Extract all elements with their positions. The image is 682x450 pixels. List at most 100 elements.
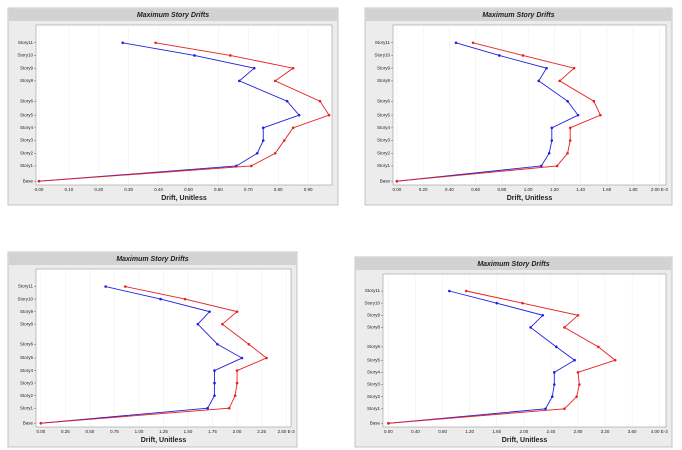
x-tick-label: 0.60: [471, 187, 480, 192]
drift-point: [568, 126, 572, 130]
drift-point: [498, 54, 501, 57]
title-bar: [9, 9, 337, 21]
drift-point: [252, 66, 256, 70]
drift-point: [282, 139, 286, 142]
x-tick-label: 0.00: [384, 429, 393, 434]
drift-point: [249, 164, 253, 168]
drift-point: [229, 54, 232, 57]
x-tick-label: 0.00: [35, 187, 44, 192]
y-tick-label: Story1: [377, 163, 391, 168]
drift-point: [454, 41, 458, 45]
y-tick-label: Story9: [367, 312, 381, 317]
drift-point: [563, 326, 566, 329]
x-tick-label: 0.25: [61, 429, 70, 434]
drift-point: [273, 151, 277, 155]
drift-point: [261, 126, 265, 130]
drift-point: [573, 358, 576, 362]
drift-point: [235, 381, 239, 385]
x-tick-label: 1.60: [492, 429, 501, 434]
drift-point: [592, 99, 596, 103]
y-tick-label: Story10: [364, 300, 380, 305]
drift-point: [529, 326, 532, 329]
drift-point: [247, 342, 251, 346]
drift-point: [464, 289, 468, 293]
x-tick-label: 0.50: [184, 187, 193, 192]
drift-point: [547, 151, 551, 155]
x-tick-label: 0.70: [244, 187, 253, 192]
drift-point: [238, 79, 241, 83]
x-tick-label: 2.40: [547, 429, 556, 434]
y-tick-label: Story5: [20, 355, 34, 360]
chart-title: Maximum Story Drifts: [482, 12, 554, 19]
x-tick-label: 0.20: [419, 187, 428, 192]
title-bar: [356, 258, 671, 270]
y-tick-label: Story6: [20, 341, 34, 346]
drift-point: [395, 179, 399, 183]
x-tick-label: 0.75: [110, 429, 119, 434]
y-tick-label: Story2: [367, 394, 381, 399]
drift-point: [285, 99, 289, 103]
drift-point: [273, 79, 277, 83]
y-tick-label: Story8: [20, 78, 34, 83]
y-tick-label: Story9: [377, 65, 391, 70]
x-tick-label: 0.60: [214, 187, 223, 192]
y-tick-label: Story10: [374, 53, 390, 58]
drift-point: [121, 41, 125, 45]
y-tick-label: Story1: [367, 406, 381, 411]
drift-point: [37, 179, 41, 183]
x-tick-label: 1.40: [576, 187, 585, 192]
drift-point: [599, 113, 602, 117]
drift-point: [261, 139, 265, 142]
drift-point: [572, 66, 576, 70]
drift-point: [297, 113, 301, 117]
x-tick-label: 1.00: [135, 429, 144, 434]
y-tick-label: Story10: [17, 296, 33, 301]
y-tick-label: Story5: [367, 357, 381, 362]
drift-point: [575, 395, 578, 398]
x-tick-label: 0.80: [438, 429, 447, 434]
x-tick-label: 1.20: [550, 187, 559, 192]
drift-point: [240, 356, 244, 360]
drift-point: [318, 99, 322, 103]
y-tick-label: Story4: [367, 370, 381, 375]
y-tick-label: Story6: [20, 98, 34, 103]
drift-point: [540, 164, 543, 168]
x-tick-label: 0.40: [411, 429, 420, 434]
x-tick-label: 0.80: [274, 187, 283, 192]
y-tick-label: Base: [380, 178, 391, 183]
drift-point: [255, 151, 259, 155]
x-tick-label: 0.90: [304, 187, 313, 192]
drift-point: [563, 407, 566, 411]
drift-point: [193, 54, 196, 57]
drift-point: [196, 322, 200, 326]
y-tick-label: Story11: [365, 288, 381, 293]
drift-point: [183, 297, 187, 301]
x-tick-label: 2.00: [519, 429, 528, 434]
plot-area: [392, 24, 667, 186]
x-tick-label: 0.40: [445, 187, 454, 192]
drift-point: [568, 139, 572, 142]
y-tick-label: Story11: [375, 40, 391, 45]
x-tick-label: 2.80: [574, 429, 583, 434]
drift-point: [327, 113, 331, 117]
y-tick-label: Story2: [20, 393, 34, 398]
drift-point: [39, 421, 43, 425]
plot-area: [382, 273, 667, 428]
drift-point: [550, 139, 554, 142]
x-tick-label: 1.50: [184, 429, 193, 434]
drift-point: [550, 126, 554, 130]
y-tick-label: Story3: [377, 138, 391, 143]
drift-point: [291, 126, 295, 130]
x-tick-label: 3.20: [601, 429, 610, 434]
x-tick-label: 0.10: [65, 187, 74, 192]
drift-point: [213, 369, 216, 372]
y-tick-label: Story3: [20, 380, 34, 385]
drift-point: [235, 369, 239, 372]
x-tick-label: 1.75: [208, 429, 217, 434]
drift-point: [576, 371, 580, 374]
x-axis-label: Drift, Unitless: [502, 437, 548, 444]
y-tick-label: Story9: [20, 309, 34, 314]
y-tick-label: Base: [23, 420, 34, 425]
drift-point: [555, 164, 559, 168]
